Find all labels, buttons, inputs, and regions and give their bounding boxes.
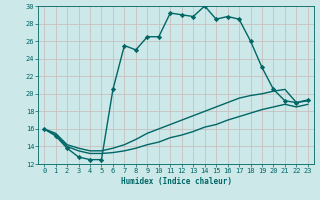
X-axis label: Humidex (Indice chaleur): Humidex (Indice chaleur): [121, 177, 231, 186]
